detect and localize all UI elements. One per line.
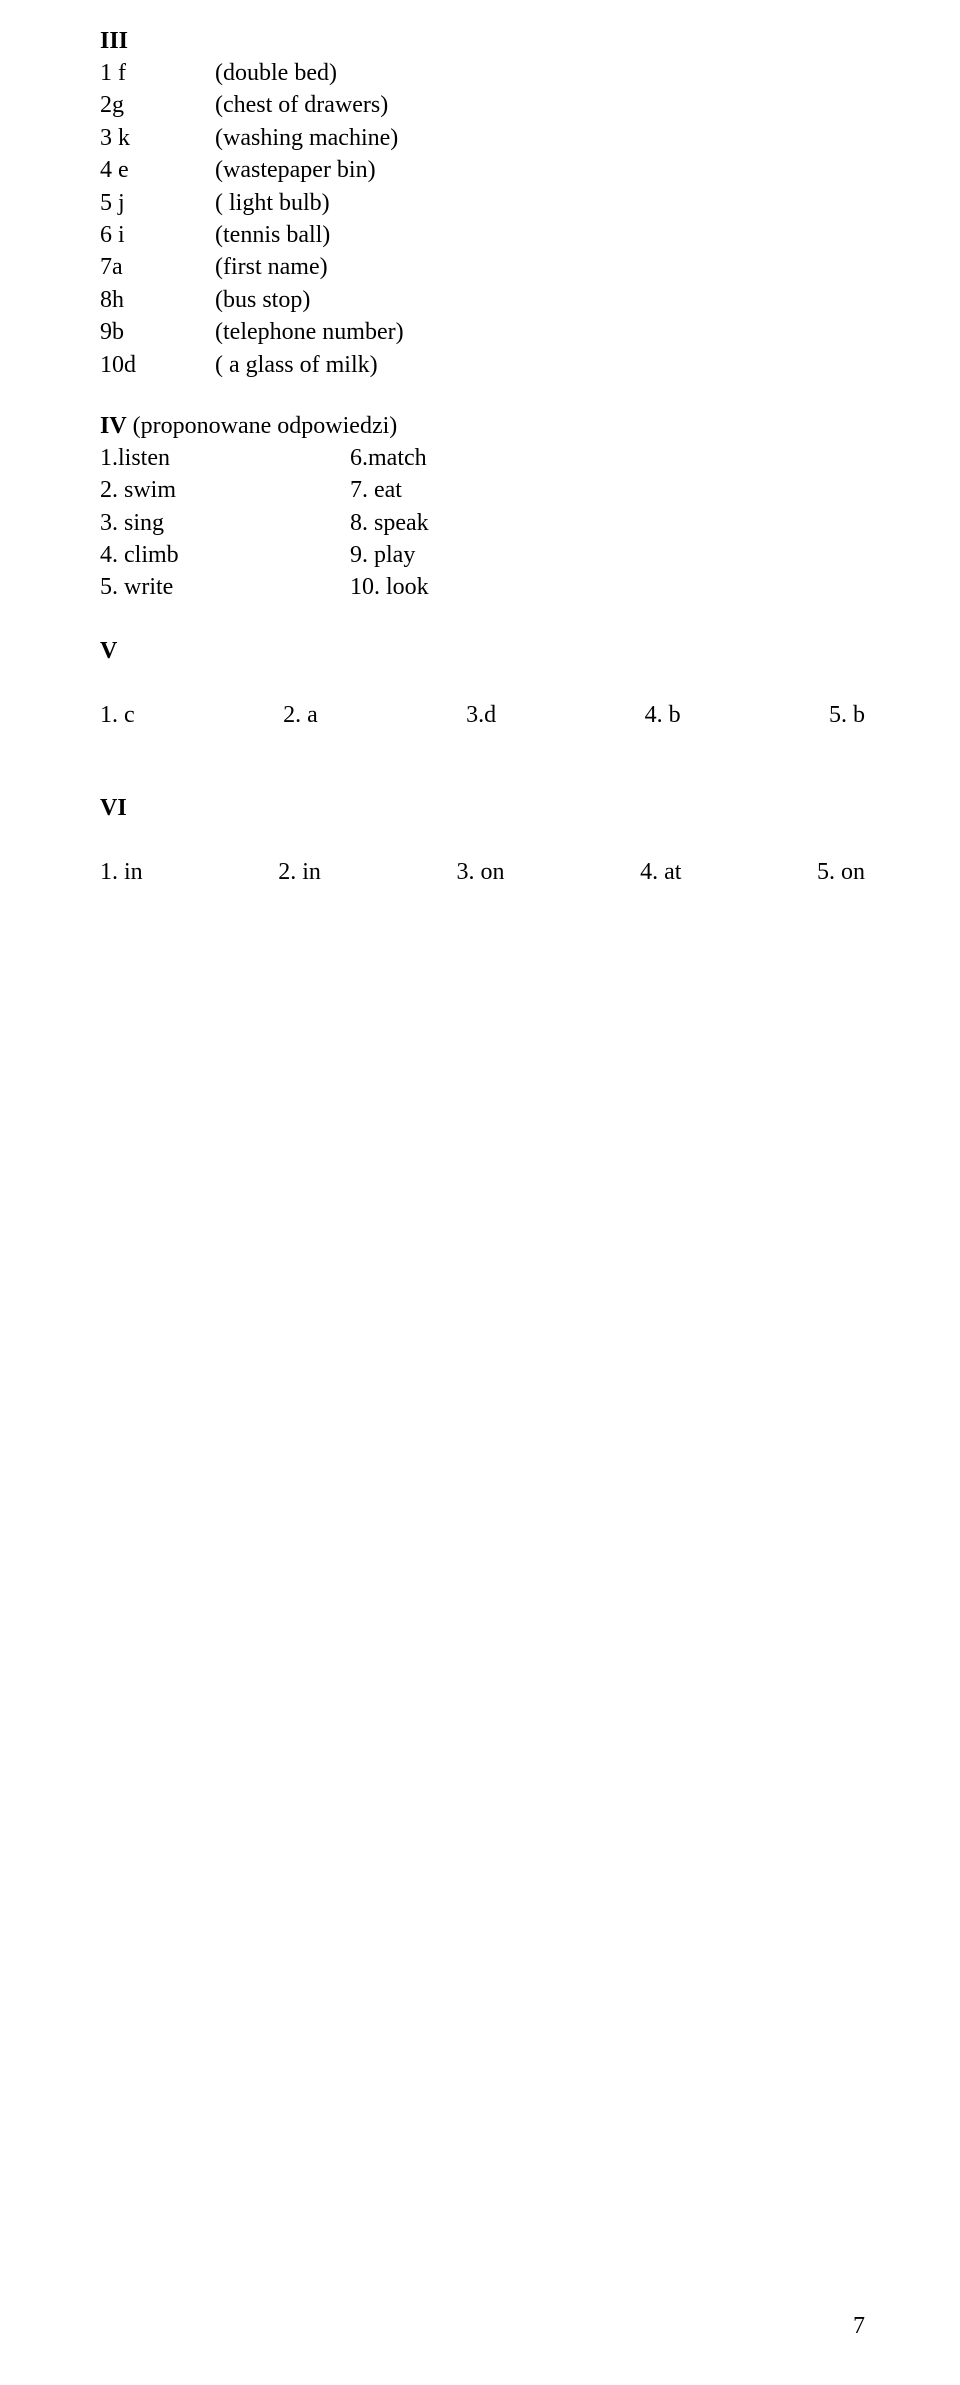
iii-key: 3 k bbox=[100, 122, 215, 154]
vi-item: 4. at bbox=[640, 856, 681, 888]
iii-key: 1 f bbox=[100, 57, 215, 89]
iv-right: 7. eat bbox=[350, 474, 865, 506]
iii-val: (wastepaper bin) bbox=[215, 154, 865, 186]
iii-key: 10d bbox=[100, 349, 215, 381]
iii-key: 9b bbox=[100, 316, 215, 348]
v-item: 4. b bbox=[645, 699, 681, 731]
section-vi-row: 1. in 2. in 3. on 4. at 5. on bbox=[100, 856, 865, 888]
iii-row: 7a (first name) bbox=[100, 251, 865, 283]
v-item: 3.d bbox=[466, 699, 496, 731]
page-number: 7 bbox=[853, 2313, 865, 2340]
v-item: 5. b bbox=[829, 699, 865, 731]
iii-val: (telephone number) bbox=[215, 316, 865, 348]
vi-item: 5. on bbox=[817, 856, 865, 888]
iii-row: 6 i (tennis ball) bbox=[100, 219, 865, 251]
section-vi-header: VI bbox=[100, 795, 865, 822]
iv-row: 4. climb 9. play bbox=[100, 539, 865, 571]
iii-key: 5 j bbox=[100, 187, 215, 219]
iii-row: 9b (telephone number) bbox=[100, 316, 865, 348]
iv-left: 5. write bbox=[100, 571, 350, 603]
iii-key: 7a bbox=[100, 251, 215, 283]
section-v-header: V bbox=[100, 638, 865, 665]
v-item: 2. a bbox=[283, 699, 318, 731]
iv-left: 2. swim bbox=[100, 474, 350, 506]
iii-row: 4 e (wastepaper bin) bbox=[100, 154, 865, 186]
section-v-row: 1. c 2. a 3.d 4. b 5. b bbox=[100, 699, 865, 731]
section-iii-body: 1 f (double bed) 2g (chest of drawers) 3… bbox=[100, 57, 865, 381]
section-iv-body: 1.listen 6.match 2. swim 7. eat 3. sing … bbox=[100, 442, 865, 604]
iii-row: 10d ( a glass of milk) bbox=[100, 349, 865, 381]
iii-val: (chest of drawers) bbox=[215, 89, 865, 121]
iii-key: 8h bbox=[100, 284, 215, 316]
iv-row: 5. write 10. look bbox=[100, 571, 865, 603]
iv-right: 8. speak bbox=[350, 507, 865, 539]
iii-val: (washing machine) bbox=[215, 122, 865, 154]
iii-val: ( a glass of milk) bbox=[215, 349, 865, 381]
section-iv-subtitle: (proponowane odpowiedzi) bbox=[127, 413, 398, 439]
iv-right: 6.match bbox=[350, 442, 865, 474]
iii-key: 6 i bbox=[100, 219, 215, 251]
iv-row: 2. swim 7. eat bbox=[100, 474, 865, 506]
iii-val: (first name) bbox=[215, 251, 865, 283]
iv-row: 1.listen 6.match bbox=[100, 442, 865, 474]
vi-item: 3. on bbox=[457, 856, 505, 888]
iv-row: 3. sing 8. speak bbox=[100, 507, 865, 539]
iii-val: (tennis ball) bbox=[215, 219, 865, 251]
iv-right: 9. play bbox=[350, 539, 865, 571]
v-item: 1. c bbox=[100, 699, 135, 731]
iii-val: (double bed) bbox=[215, 57, 865, 89]
iii-row: 3 k (washing machine) bbox=[100, 122, 865, 154]
iii-row: 5 j ( light bulb) bbox=[100, 187, 865, 219]
vi-item: 1. in bbox=[100, 856, 143, 888]
section-iv-label: IV bbox=[100, 413, 127, 439]
iv-right: 10. look bbox=[350, 571, 865, 603]
vi-item: 2. in bbox=[278, 856, 321, 888]
iii-val: (bus stop) bbox=[215, 284, 865, 316]
section-iii-header: III bbox=[100, 28, 865, 55]
iv-left: 4. climb bbox=[100, 539, 350, 571]
iii-row: 2g (chest of drawers) bbox=[100, 89, 865, 121]
iii-key: 2g bbox=[100, 89, 215, 121]
iv-left: 1.listen bbox=[100, 442, 350, 474]
iii-row: 8h (bus stop) bbox=[100, 284, 865, 316]
iii-row: 1 f (double bed) bbox=[100, 57, 865, 89]
iii-val: ( light bulb) bbox=[215, 187, 865, 219]
iii-key: 4 e bbox=[100, 154, 215, 186]
section-iv-header: IV (proponowane odpowiedzi) bbox=[100, 413, 865, 440]
iv-left: 3. sing bbox=[100, 507, 350, 539]
